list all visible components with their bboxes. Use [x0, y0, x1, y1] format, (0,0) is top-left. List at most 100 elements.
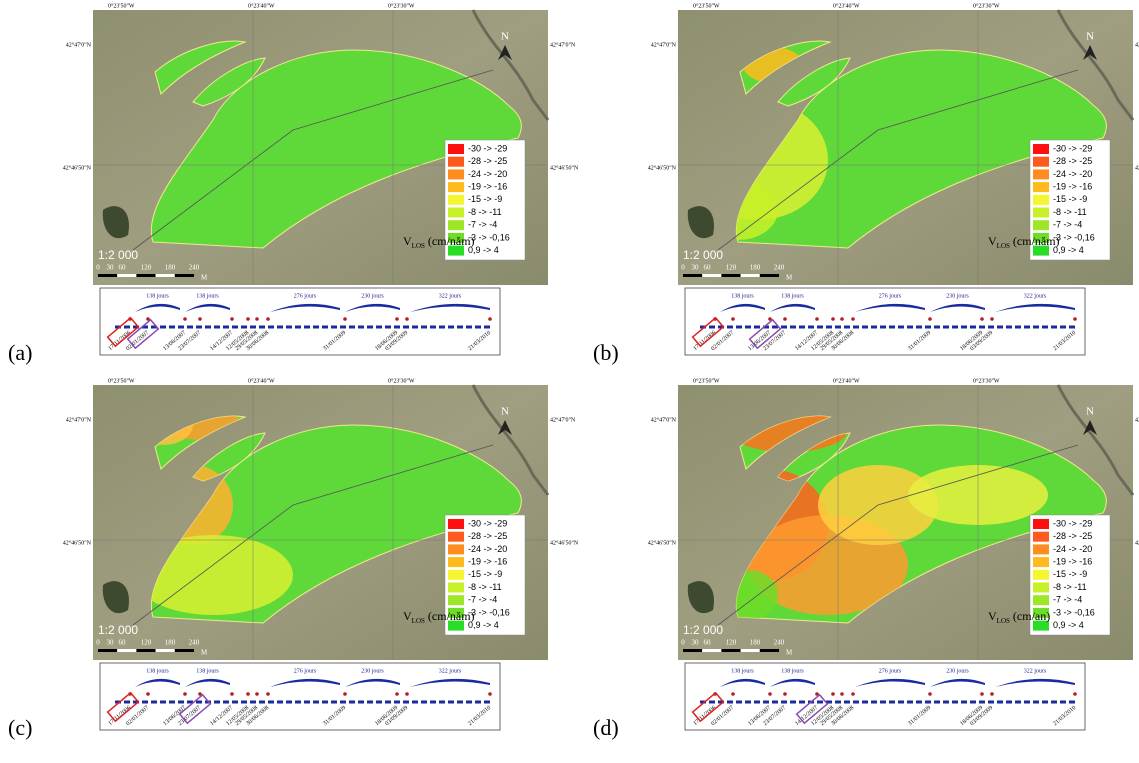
- scale-bar: [174, 649, 194, 652]
- legend-swatch: [448, 182, 464, 193]
- acquisition-dot: [731, 317, 735, 321]
- scale-ratio: 1:2 000: [683, 248, 723, 262]
- map: 0°23'50"W 0°23'40"W 0°23'30"W 42°47'0"N 42°4…: [63, 2, 579, 285]
- scale-tick: 180: [750, 264, 761, 272]
- longitude-label: 0°23'30"W: [973, 377, 1000, 384]
- acquisition-dot: [488, 692, 492, 696]
- legend-swatch: [1033, 194, 1049, 205]
- acquisition-dot: [928, 317, 932, 321]
- scale-tick: 120: [726, 639, 737, 647]
- latitude-label: 42°47'0"N: [1135, 41, 1139, 48]
- north-label: N: [501, 31, 509, 43]
- latitude-label: 42°47'0"N: [1135, 416, 1139, 423]
- map: 0°23'50"W 0°23'40"W 0°23'30"W 42°47'0"N 42°4…: [648, 377, 1139, 660]
- velocity-label: VLOS (cm/năm): [403, 609, 475, 625]
- scale-bar: [155, 274, 175, 277]
- scale-bar: [702, 649, 722, 652]
- longitude-label: 0°23'50"W: [108, 2, 135, 9]
- legend-label: -30 -> -29: [468, 518, 507, 528]
- scale-bar: [98, 649, 118, 652]
- scale-bar: [155, 649, 175, 652]
- profile-line: [132, 444, 494, 626]
- panel: (a) 0°23'50"W 0°23'40"W 0°23'30"W 42°47'0"N 4…: [8, 2, 579, 365]
- scale-tick: 240: [774, 639, 785, 647]
- latitude-label: 42°46'50"N: [648, 164, 677, 171]
- scale-bar: [683, 649, 703, 652]
- interval-arc: [855, 678, 925, 687]
- legend-swatch: [1033, 169, 1049, 180]
- longitude-label: 0°23'30"W: [388, 2, 415, 9]
- acquisition-dot: [768, 692, 772, 696]
- scale-tick: 0: [96, 264, 100, 272]
- interval-arc: [995, 678, 1075, 687]
- river: [1056, 384, 1135, 496]
- legend-label: -15 -> -9: [1053, 569, 1087, 579]
- interval-arc: [855, 303, 925, 312]
- acquisition-dot: [146, 317, 150, 321]
- legend-label: -19 -> -16: [468, 181, 507, 191]
- scale-bar: [117, 649, 137, 652]
- interval-label: 230 jours: [946, 293, 969, 299]
- panel-label: (b): [593, 340, 619, 365]
- scale-bar: [759, 649, 779, 652]
- scale-bar: [98, 274, 118, 277]
- acquisition-dot: [146, 692, 150, 696]
- velocity-symbol: V: [403, 609, 412, 623]
- scale-tick: 180: [165, 264, 176, 272]
- legend-label: -7 -> -4: [468, 595, 497, 605]
- timeline: 138 jours 138 jours 276 jours 230 jours 322 …: [99, 287, 501, 356]
- interval-label: 230 jours: [361, 293, 384, 299]
- panel-label: (d): [593, 715, 619, 740]
- legend-swatch: [1033, 620, 1049, 631]
- scale-bar: [174, 274, 194, 277]
- acquisition-dot: [990, 692, 994, 696]
- scale-tick: 240: [774, 264, 785, 272]
- scale-tick: 30: [107, 264, 115, 272]
- latitude-label: 42°47'0"N: [550, 416, 576, 423]
- legend-label: -8 -> -11: [468, 582, 502, 592]
- scale-tick: 240: [189, 639, 200, 647]
- legend-swatch: [1033, 144, 1049, 154]
- legend-label: 0,9 -> 4: [1053, 245, 1084, 255]
- interval-label: 322 jours: [439, 668, 462, 674]
- acquisition-dot: [990, 317, 994, 321]
- interval-label: 322 jours: [439, 293, 462, 299]
- acquisition-dot: [1073, 317, 1077, 321]
- acquisition-dot: [198, 692, 202, 696]
- longitude-label: 0°23'50"W: [693, 2, 720, 9]
- acquisition-dot: [980, 317, 984, 321]
- legend-label: -19 -> -16: [1053, 556, 1092, 566]
- legend-swatch: [1033, 531, 1049, 542]
- legend-swatch: [448, 232, 464, 243]
- scale-tick: 60: [119, 264, 127, 272]
- legend-label: -28 -> -25: [468, 156, 507, 166]
- acquisition-dot: [851, 317, 855, 321]
- scale-tick: 30: [692, 639, 700, 647]
- legend-label: 0,9 -> 4: [468, 620, 499, 630]
- legend: -30 -> -29 -28 -> -25 -24 -> -20 -19 -> -16…: [1029, 139, 1111, 261]
- acquisition-dot: [840, 317, 844, 321]
- scale-tick: 120: [141, 639, 152, 647]
- master-box: [106, 316, 140, 348]
- timeline: 138 jours 138 jours 276 jours 230 jours 322 …: [99, 662, 501, 731]
- landslide-area: [735, 49, 1107, 249]
- interval-arc: [995, 303, 1075, 312]
- interval-label: 230 jours: [946, 668, 969, 674]
- legend-swatch: [448, 582, 464, 593]
- timeline-box: [99, 287, 501, 356]
- slave-box: [178, 693, 212, 725]
- longitude-label: 0°23'40"W: [833, 2, 860, 9]
- acquisition-dot: [255, 692, 259, 696]
- landslide-area: [192, 57, 266, 107]
- scale-bar: [136, 649, 156, 652]
- legend-label: -28 -> -25: [468, 531, 507, 541]
- legend-label: -28 -> -25: [1053, 156, 1092, 166]
- map: 0°23'50"W 0°23'40"W 0°23'30"W 42°47'0"N 42°4…: [648, 2, 1139, 285]
- north-arrow: [1083, 45, 1097, 60]
- legend-label: -24 -> -20: [468, 544, 507, 554]
- legend-swatch: [448, 569, 464, 580]
- interval-label: 276 jours: [879, 293, 902, 299]
- scale-bar: [721, 274, 741, 277]
- river: [471, 384, 550, 496]
- scale-ratio: 1:2 000: [683, 623, 723, 637]
